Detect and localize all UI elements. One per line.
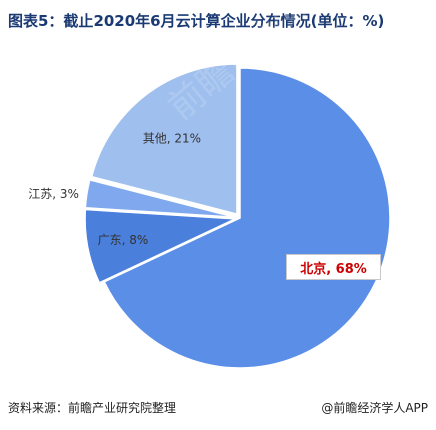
- source-note: 资料来源：前瞻产业研究院整理: [8, 401, 177, 415]
- pie-slice-3: [84, 179, 236, 218]
- pie-slice-2: [84, 208, 236, 284]
- slice-label-3: 江苏, 3%: [28, 187, 79, 201]
- pie-slices: 广东, 8% 江苏, 3% 其他, 21%: [28, 63, 391, 369]
- slice-label-4: 其他, 21%: [143, 132, 201, 146]
- credit-note: @前瞻经济学人APP: [321, 401, 428, 415]
- beijing-data-label: 北京, 68%: [286, 254, 381, 280]
- slice-label-2: 广东, 8%: [98, 233, 149, 247]
- pie-slice-4: [90, 63, 238, 216]
- chart-title: 图表5：截止2020年6月云计算企业分布情况(单位：%): [8, 12, 385, 30]
- pie-slice-1: [103, 67, 391, 369]
